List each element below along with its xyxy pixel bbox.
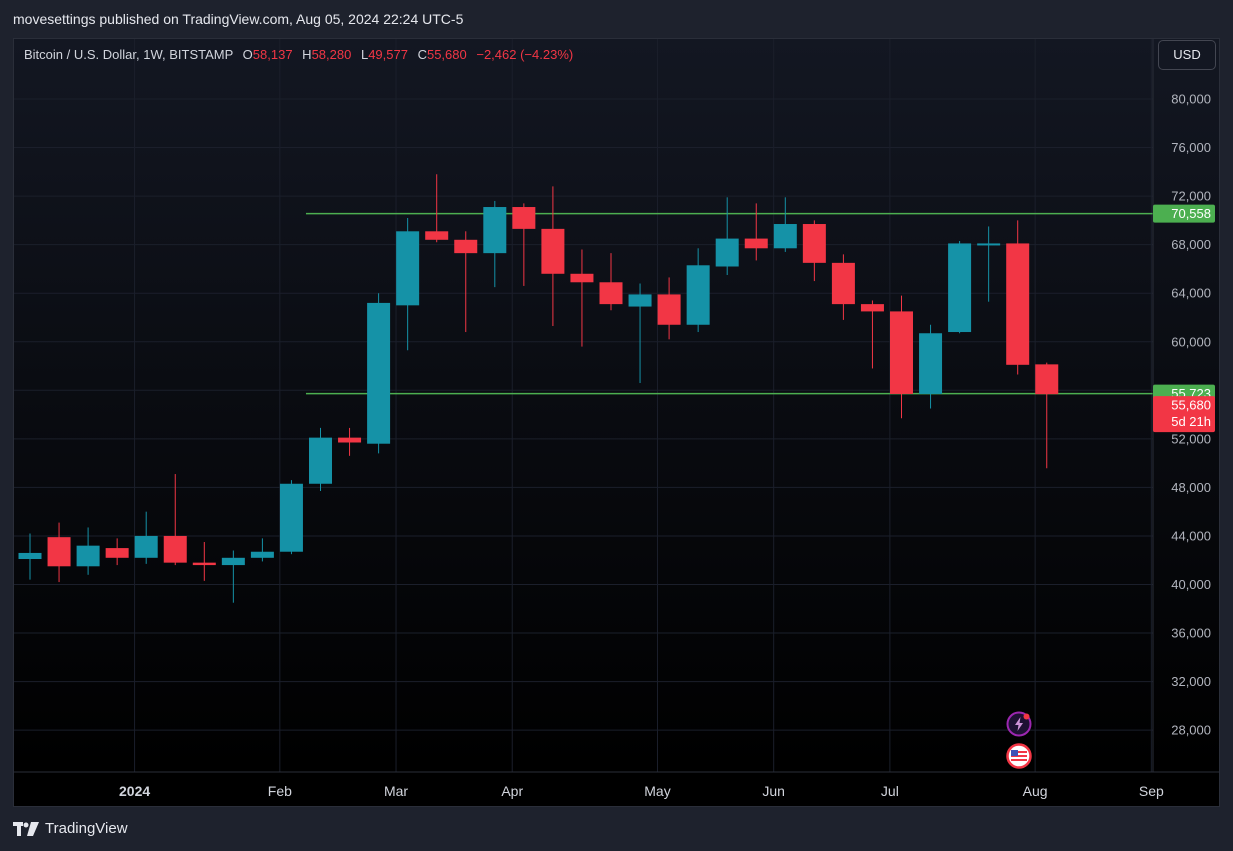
close-value: 55,680 [426,47,467,62]
candle-body [396,231,420,306]
footer-brand-name: TradingView [45,820,128,837]
last-price-badge-bg [1153,396,1215,433]
candle-body [454,239,478,254]
candle-body [1006,243,1030,365]
candle-body [221,557,245,566]
publish-header: movesettings published on TradingView.co… [0,0,1233,38]
close-label: C [417,47,427,62]
candle-body [47,537,71,567]
price-chart[interactable]: 28,000 32,000 36,000 40,000 44,000 48,000 52,0… [14,39,1219,806]
candle-body [18,552,42,560]
y-tick-label: 28,000 [1171,723,1211,738]
candle-body [367,302,391,444]
tradingview-logo-icon [13,821,39,836]
candle-body [163,535,187,563]
candle-body [977,243,1001,246]
y-tick-label: 60,000 [1171,334,1211,349]
candle-body [250,551,274,558]
candle-body [279,483,303,552]
candle-body [802,224,826,263]
y-tick-label: 80,000 [1171,92,1211,107]
high-value: 58,280 [311,47,352,62]
low-label: L [360,47,369,62]
candle-body [628,294,652,307]
candle-body [657,294,681,325]
candle-body [483,207,507,254]
symbol-name[interactable]: Bitcoin / U.S. Dollar, 1W, BITSTAMP [24,47,234,62]
y-tick-label: 36,000 [1171,626,1211,641]
open-label: O [242,47,253,62]
candle-body [715,238,739,267]
y-tick-label: 52,000 [1171,431,1211,446]
candle-body [192,562,216,566]
x-tick-label: 2024 [119,783,150,799]
candle-body [744,238,768,249]
open-value: 58,137 [252,47,293,62]
candle-body [890,311,913,394]
y-tick-label: 40,000 [1171,577,1211,592]
candle-body [599,282,623,305]
x-tick-label: Mar [384,783,408,799]
x-tick-label: May [644,783,670,799]
y-tick-label: 32,000 [1171,674,1211,689]
change-value: −2,462 (−4.23%) [476,47,574,62]
symbol-legend: Bitcoin / U.S. Dollar, 1W, BITSTAMP O58,… [24,47,573,62]
level-price-badge-bg [1153,204,1215,223]
candle-body [105,548,129,558]
candle-body [919,333,943,394]
us-flag-icon[interactable] [1005,742,1033,770]
chart-panel[interactable]: 28,000 32,000 36,000 40,000 44,000 48,000 52,0… [13,38,1220,807]
y-tick-label: 68,000 [1171,237,1211,252]
candle-body [1035,364,1059,395]
bolt-alert-icon[interactable] [1005,710,1033,738]
candle-body [686,265,710,325]
candle-body [860,304,884,312]
y-tick-label: 64,000 [1171,286,1211,301]
candle-body [773,224,797,249]
y-tick-label: 48,000 [1171,480,1211,495]
candle-body [570,273,594,283]
bar-countdown-badge: 5d 21h [1171,414,1211,429]
footer-branding: TradingView [13,820,128,837]
y-tick-label: 44,000 [1171,528,1211,543]
x-tick-label: Sep [1139,783,1164,799]
last-price-badge: 55,680 [1171,398,1211,413]
y-tick-label: 76,000 [1171,140,1211,155]
high-label: H [302,47,312,62]
y-tick-label: 72,000 [1171,189,1211,204]
candle-body [134,535,158,558]
x-tick-label: Jul [881,783,899,799]
candle-body [425,231,449,240]
x-tick-label: Aug [1023,783,1048,799]
x-tick-label: Feb [268,783,292,799]
candle-body [948,243,972,333]
candle-body [76,545,100,567]
level-price-badge: 70,558 [1171,206,1211,221]
x-tick-label: Jun [762,783,785,799]
x-tick-label: Apr [501,783,523,799]
candle-body [831,262,855,305]
candle-body [512,207,536,229]
candle-body [309,437,332,484]
currency-button[interactable]: USD [1158,40,1216,70]
publish-text: movesettings published on TradingView.co… [13,11,464,27]
low-value: 49,577 [368,47,408,62]
candle-body [338,437,362,443]
candle-body [541,228,565,274]
